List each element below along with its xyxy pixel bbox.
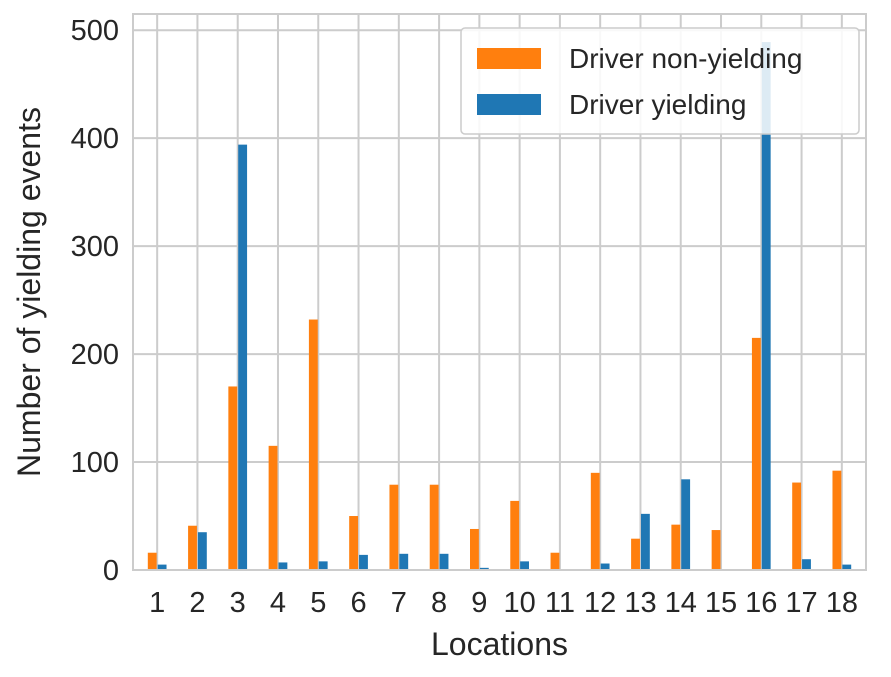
bar-yielding: [318, 561, 328, 570]
bar-non-yielding: [308, 319, 318, 570]
x-tick-label: 12: [584, 587, 616, 619]
bar-non-yielding: [147, 552, 157, 570]
bar-non-yielding: [510, 500, 520, 570]
x-tick-label: 18: [826, 587, 858, 619]
bar-non-yielding: [792, 482, 802, 570]
y-tick-label: 400: [71, 123, 119, 155]
y-tick-label: 500: [71, 15, 119, 47]
x-tick-label: 4: [270, 587, 286, 619]
bar-non-yielding: [349, 516, 359, 570]
x-tick-label: 7: [391, 587, 407, 619]
bar-yielding: [761, 42, 771, 571]
legend-swatch-non-yielding: [477, 48, 541, 69]
x-tick-label: 8: [431, 587, 447, 619]
bar-yielding: [157, 564, 167, 570]
x-tick-label: 2: [189, 587, 205, 619]
bar-yielding: [197, 532, 207, 570]
bar-yielding: [600, 563, 610, 570]
bar-yielding: [802, 559, 811, 570]
x-tick-label: 10: [504, 587, 536, 619]
bar-non-yielding: [711, 530, 721, 570]
bar-non-yielding: [389, 484, 399, 570]
y-tick-label: 100: [71, 447, 119, 479]
x-tick-label: 9: [471, 587, 487, 619]
x-axis-label: Locations: [431, 626, 568, 662]
x-tick-label: 15: [705, 587, 737, 619]
legend-swatch-yielding: [477, 94, 541, 115]
bar-non-yielding: [550, 552, 560, 570]
bar-non-yielding: [188, 525, 197, 570]
x-tick-label: 17: [785, 587, 817, 619]
bar-yielding: [681, 479, 691, 570]
bar-non-yielding: [631, 538, 640, 570]
x-tick-labels: 1 2 3 4 5 6 7 8 9 10 11 12 13 14 15 16 17 18: [149, 587, 858, 619]
legend-label-yielding: Driver yielding: [569, 89, 746, 120]
bar-non-yielding: [590, 472, 600, 570]
x-tick-label: 11: [545, 587, 575, 619]
bar-yielding: [439, 553, 449, 570]
bar-yielding: [399, 553, 409, 570]
bar-yielding: [842, 564, 852, 570]
bar-non-yielding: [751, 337, 761, 570]
bar-non-yielding: [470, 528, 479, 570]
bar-yielding: [359, 554, 368, 570]
y-tick-label: 300: [71, 231, 119, 263]
x-tick-label: 6: [350, 587, 366, 619]
bar-yielding: [238, 144, 248, 571]
x-tick-label: 1: [149, 587, 165, 619]
x-tick-label: 13: [624, 587, 656, 619]
bar-yielding: [520, 561, 529, 570]
bar-yielding: [278, 562, 288, 570]
legend: Driver non-yielding Driver yielding: [460, 27, 860, 135]
legend-box: [460, 27, 860, 135]
y-tick-label: 200: [71, 339, 119, 371]
bar-yielding: [479, 567, 489, 570]
y-tick-labels: 0 100 200 300 400 500: [71, 15, 119, 587]
bar-non-yielding: [228, 386, 238, 570]
x-tick-label: 5: [310, 587, 326, 619]
bars: [147, 42, 852, 571]
bar-non-yielding: [268, 445, 278, 570]
bar-yielding: [640, 513, 650, 570]
x-tick-label: 3: [230, 587, 246, 619]
bar-non-yielding: [671, 524, 681, 570]
x-tick-label: 16: [745, 587, 777, 619]
bar-non-yielding: [429, 484, 439, 570]
legend-label-non-yielding: Driver non-yielding: [569, 43, 802, 74]
y-tick-label: 0: [103, 555, 119, 587]
bar-non-yielding: [832, 470, 842, 570]
y-axis-label: Number of yielding events: [11, 107, 47, 477]
plot-frame: [132, 13, 867, 571]
x-tick-label: 14: [665, 587, 697, 619]
